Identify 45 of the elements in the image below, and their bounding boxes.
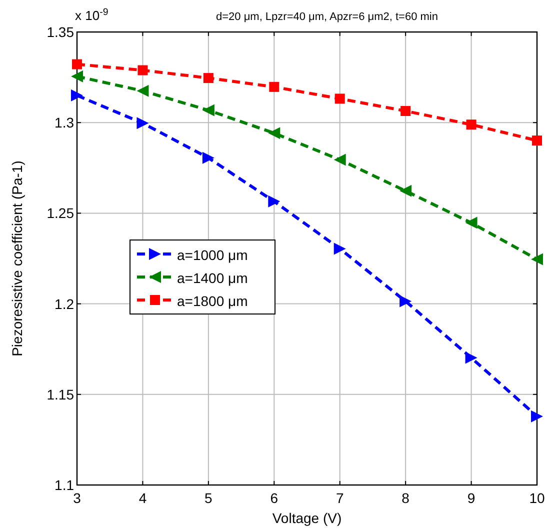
point [202, 104, 214, 116]
point [334, 154, 346, 166]
point [532, 136, 542, 146]
x-tick-label: 7 [336, 490, 344, 506]
point [203, 73, 214, 84]
chart-title: d=20 μm, Lpzr=40 μm, Apzr=6 μm2, t=60 min [216, 11, 438, 23]
y-tick-label: 1.25 [46, 205, 74, 222]
point [138, 65, 148, 76]
point [71, 70, 83, 82]
point [465, 352, 478, 364]
x-tick-label: 6 [270, 490, 278, 506]
point [334, 242, 346, 255]
text: x 10$^{-9}$ [75, 6, 108, 23]
x-tick-label: 3 [73, 490, 82, 506]
legend-label: a=1000 μm [177, 247, 248, 263]
point [72, 59, 82, 70]
point [400, 106, 411, 116]
x-tick-label: 5 [204, 490, 213, 506]
x-tick-label: 4 [138, 490, 147, 506]
y-tick-label: 1.3 [54, 114, 74, 131]
point [465, 216, 478, 229]
point [531, 410, 543, 422]
point [268, 195, 280, 208]
point [531, 253, 543, 266]
y-axis-title: Piezoresistive coefficient (Pa-1) [9, 160, 25, 356]
point [334, 94, 345, 104]
point [136, 117, 149, 130]
point [400, 295, 412, 308]
x-tick-label: 10 [529, 490, 545, 506]
y-tick-label: 1.1 [54, 477, 74, 493]
x-tick-label: 8 [402, 490, 410, 506]
x-axis-title: Voltage (V) [272, 510, 342, 526]
point [269, 82, 280, 92]
y-tick-label: 1.35 [46, 24, 74, 40]
point [268, 127, 280, 140]
point [71, 89, 83, 102]
point [466, 120, 476, 130]
x-tick-label: 9 [467, 490, 476, 506]
point [202, 152, 214, 164]
y-tick-label: 1.15 [46, 386, 74, 402]
legend-label: a=1400 μm [177, 270, 248, 286]
y-tick-label: 1.2 [54, 296, 74, 312]
point [400, 184, 412, 197]
point [136, 84, 149, 97]
legend-label: a=1800 μm [177, 293, 248, 309]
